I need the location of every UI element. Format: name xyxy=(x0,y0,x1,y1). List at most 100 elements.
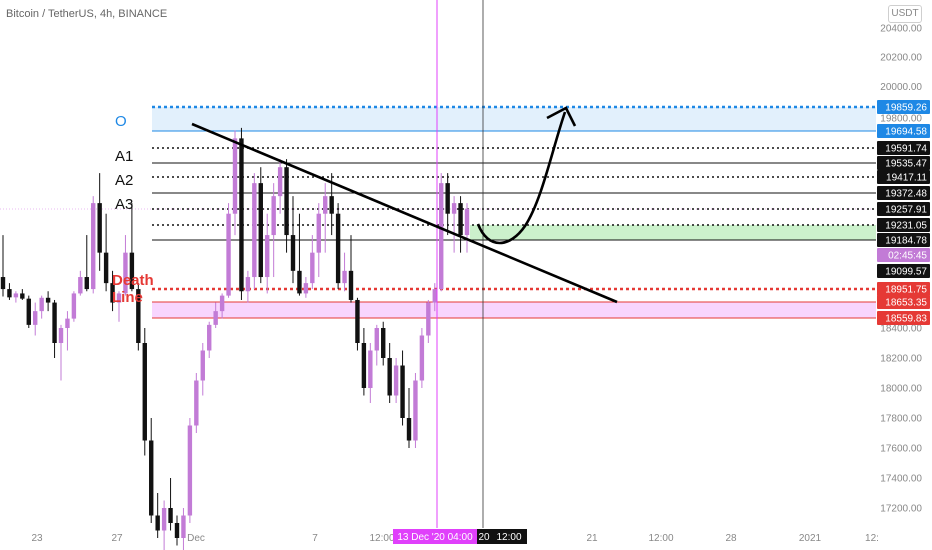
candle-body xyxy=(342,270,347,284)
candle-body xyxy=(58,328,64,343)
candle-body xyxy=(13,293,19,298)
candle-body xyxy=(103,252,109,284)
candle-body xyxy=(381,328,386,358)
price-tag-9-bg xyxy=(877,264,930,278)
price-tag-8: 19184.78 xyxy=(885,236,927,247)
x-tick-label: 12:00 xyxy=(648,533,673,544)
price-tag-0-bg xyxy=(877,100,930,114)
candle-body xyxy=(245,277,251,292)
candle-body xyxy=(323,196,328,214)
candle-body xyxy=(316,213,321,253)
price-tag-6: 19257.91 xyxy=(885,205,927,216)
candle-body xyxy=(149,440,154,516)
y-tick-label: 20000.00 xyxy=(880,82,922,93)
candle-body xyxy=(445,183,450,214)
price-tag-12: 18559.83 xyxy=(885,314,927,325)
candle-body xyxy=(271,196,276,236)
candle-body xyxy=(142,343,147,441)
candle-body xyxy=(406,418,412,441)
price-tag-8-bg xyxy=(877,233,930,247)
candle-body xyxy=(200,350,205,381)
candle-body xyxy=(0,277,6,290)
price-tag-2: 19591.74 xyxy=(885,144,927,155)
candle-body xyxy=(219,295,225,312)
y-tick-label: 18400.00 xyxy=(880,324,922,335)
candle-body xyxy=(78,277,83,294)
candle-body xyxy=(33,311,38,325)
candle-body xyxy=(393,365,399,396)
candle-body xyxy=(458,203,463,236)
projection-curve xyxy=(476,111,567,245)
annotation-death-line-1: Death xyxy=(112,272,154,289)
candle-body xyxy=(136,289,141,343)
candle-body xyxy=(187,425,193,516)
countdown-tag-bg xyxy=(877,248,930,262)
candle-body xyxy=(110,283,115,303)
x-tick-label: 21 xyxy=(586,533,598,544)
candle-body xyxy=(116,293,122,303)
candle-body xyxy=(400,365,405,418)
candle-body xyxy=(297,270,302,294)
price-tag-1: 19694.58 xyxy=(885,127,927,138)
candle-body xyxy=(413,380,418,441)
candle-body xyxy=(361,343,367,388)
x-tick-label: 12: xyxy=(865,533,879,544)
candle-body xyxy=(129,252,135,290)
price-tag-1-bg xyxy=(877,124,930,138)
crosshair-time-label: 13 Dec '20 04:00 xyxy=(397,532,473,543)
death-zone xyxy=(152,302,876,318)
support-zone xyxy=(470,225,876,240)
price-tag-10: 18951.75 xyxy=(885,285,927,296)
candle-body xyxy=(387,358,392,396)
annotation-o: O xyxy=(115,113,127,130)
candle-body xyxy=(213,311,218,325)
x-tick-label: Dec xyxy=(187,533,205,544)
candle-body xyxy=(290,235,296,271)
price-tag-7: 19231.05 xyxy=(885,221,927,232)
candlestick-series xyxy=(0,127,470,550)
candle-body xyxy=(348,270,354,300)
candle-body xyxy=(52,302,57,343)
price-tag-9: 19099.57 xyxy=(885,267,927,278)
candle-body xyxy=(239,138,244,292)
candle-body xyxy=(20,293,25,299)
candle-body xyxy=(258,183,263,278)
price-tag-4: 19417.11 xyxy=(886,173,927,184)
annotation-a3: A3 xyxy=(115,196,133,213)
crosshair-time-bg-2 xyxy=(477,529,527,544)
candle-body xyxy=(426,302,431,336)
x-tick-label: 12:00 xyxy=(369,533,394,544)
annotation-a1: A1 xyxy=(115,148,133,165)
candle-body xyxy=(26,298,31,325)
price-tag-12-bg xyxy=(877,311,930,325)
annotation-death-line-2: Line xyxy=(112,289,143,306)
candle-body xyxy=(7,289,12,298)
candle-body xyxy=(161,508,167,531)
price-tag-0: 19859.26 xyxy=(885,103,927,114)
y-tick-label: 18200.00 xyxy=(880,354,922,365)
candle-body xyxy=(91,203,96,290)
price-tag-3-bg xyxy=(877,156,930,170)
candle-body xyxy=(329,196,334,214)
candle-body xyxy=(439,183,444,290)
price-tag-2-bg xyxy=(877,141,930,155)
countdown-tag: 02:45:45 xyxy=(888,251,927,262)
candle-body xyxy=(464,208,470,236)
candle-body xyxy=(226,213,231,296)
drawings xyxy=(191,0,618,528)
candle-body xyxy=(174,523,180,538)
candle-body xyxy=(355,299,360,343)
currency-badge[interactable]: USDT xyxy=(888,5,922,23)
candle-body xyxy=(303,283,309,294)
candle-body xyxy=(419,335,425,381)
y-tick-label: 20200.00 xyxy=(880,53,922,64)
price-tag-5-bg xyxy=(877,186,930,200)
candle-body xyxy=(432,289,437,303)
resistance-zone xyxy=(152,107,876,131)
price-tag-6-bg xyxy=(877,202,930,216)
y-axis[interactable]: 20400.00 20200.00 20000.00 19800.00 18400.00… xyxy=(877,24,930,515)
candle-body xyxy=(84,277,89,290)
